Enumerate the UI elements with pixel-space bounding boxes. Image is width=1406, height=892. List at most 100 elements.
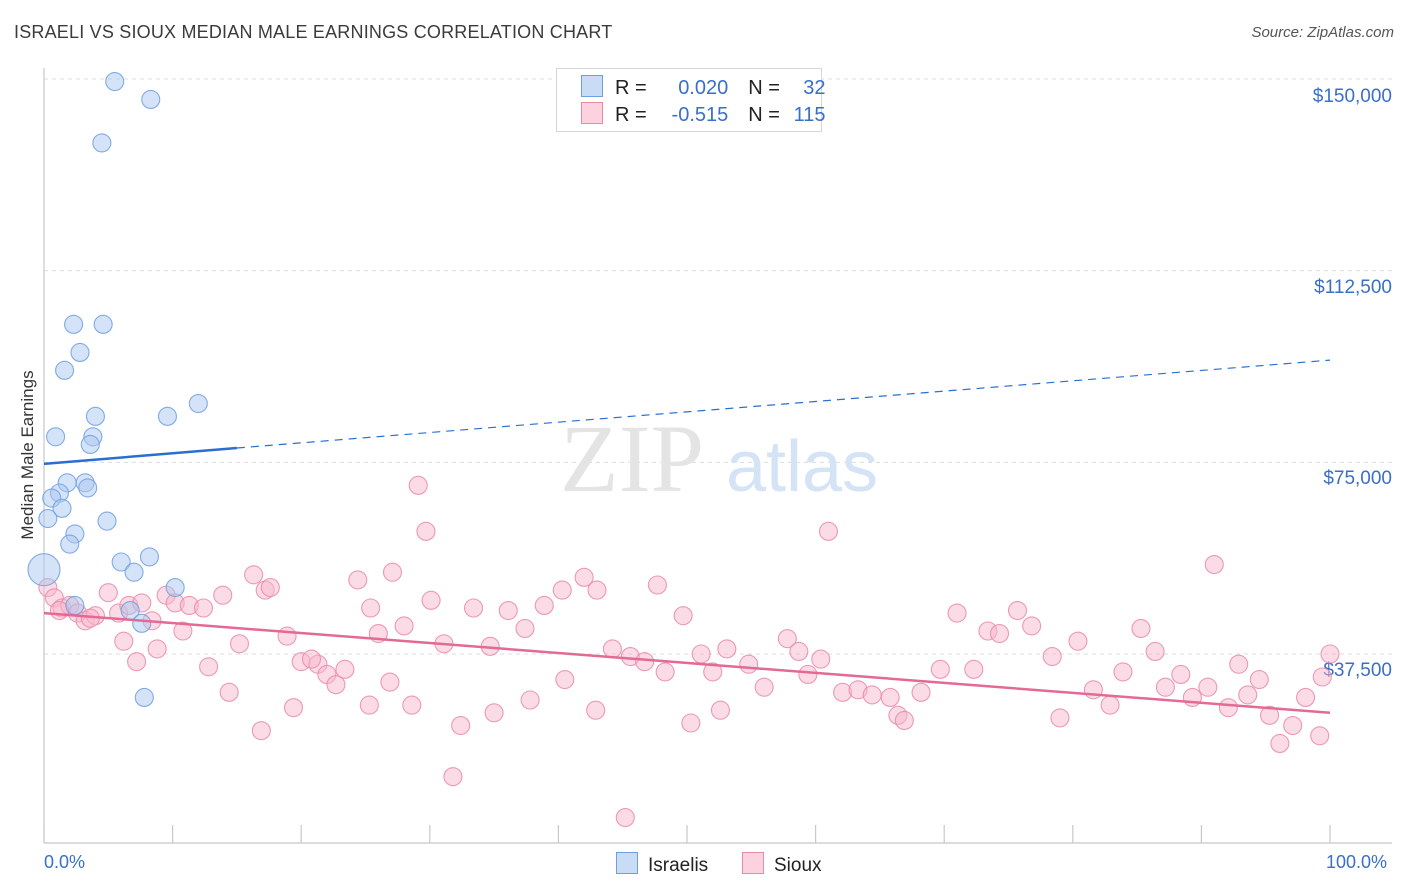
sioux-point <box>1238 685 1258 705</box>
israelis-points <box>27 72 208 707</box>
sioux-point <box>335 659 355 679</box>
sioux-point <box>147 639 167 659</box>
sioux-point <box>818 521 839 541</box>
y-tick-label-75000: $75,000 <box>1323 468 1392 489</box>
israelis-point <box>78 478 98 498</box>
sioux-point <box>1042 647 1062 667</box>
sioux-points <box>38 475 1340 828</box>
israelis-trend-line <box>43 446 238 466</box>
sioux-point <box>520 690 540 710</box>
sioux-point <box>359 695 379 715</box>
sioux-point <box>1204 555 1224 575</box>
israelis-point <box>80 434 100 454</box>
sioux-point <box>382 562 403 582</box>
sioux-point <box>1068 631 1088 651</box>
sioux-point <box>635 652 655 672</box>
sioux-point <box>1050 708 1070 728</box>
sioux-point <box>552 580 572 600</box>
sioux-point <box>498 601 518 621</box>
y-tick-label-37500: $37,500 <box>1323 660 1392 681</box>
sioux-point <box>361 598 381 618</box>
sioux-point <box>380 672 400 692</box>
source-label: Source: ZipAtlas.com <box>1251 24 1394 41</box>
sioux-point <box>1007 601 1028 621</box>
legend-row-sioux: R = -0.515 N = 115 <box>581 102 826 127</box>
sioux-point <box>1113 662 1133 682</box>
sioux-point <box>1145 641 1165 661</box>
israelis-point <box>46 427 66 447</box>
legend-n-label-sioux: N = <box>748 104 786 126</box>
sioux-point <box>811 649 831 669</box>
sioux-point <box>260 578 280 598</box>
sioux-point <box>739 654 759 674</box>
sioux-point <box>681 713 701 733</box>
sioux-point <box>127 652 147 672</box>
trend-lines <box>43 359 1331 715</box>
israelis-point <box>92 133 112 153</box>
sioux-point <box>1296 687 1316 707</box>
bottom-legend-sioux: Sioux <box>742 852 822 877</box>
sioux-point <box>615 808 635 828</box>
legend-swatch-sioux <box>581 102 603 124</box>
sioux-point <box>777 629 797 649</box>
sioux-point <box>930 659 950 679</box>
sioux-point <box>1100 695 1120 715</box>
sioux-point <box>451 716 471 736</box>
sioux-point <box>964 659 984 679</box>
y-tick-label-150000: $150,000 <box>1312 86 1392 107</box>
bottom-legend-label-sioux: Sioux <box>774 855 822 876</box>
sioux-point <box>244 565 264 585</box>
sioux-point <box>1229 654 1249 674</box>
watermark-atlas: atlas <box>726 427 878 507</box>
sioux-trend-line <box>43 611 1331 715</box>
israelis-point <box>132 613 152 633</box>
israelis-point <box>111 552 131 572</box>
sioux-point <box>402 695 422 715</box>
sioux-point <box>862 685 882 705</box>
sioux-point <box>229 634 250 654</box>
israelis-point <box>85 406 105 426</box>
bottom-legend-label-israelis: Israelis <box>648 855 709 876</box>
legend-r-label-sioux: R = <box>615 104 653 126</box>
chart-title: ISRAELI VS SIOUX MEDIAN MALE EARNINGS CO… <box>14 22 613 42</box>
sioux-point <box>421 590 441 610</box>
sioux-point <box>1260 705 1280 725</box>
israelis-point <box>64 314 84 334</box>
sioux-point <box>586 700 606 720</box>
israelis-point <box>70 342 90 362</box>
correlation-legend: R = 0.020 N = 32 R = -0.515 N = 115 <box>556 68 826 132</box>
israelis-point <box>93 314 113 334</box>
sioux-point <box>213 585 233 605</box>
legend-n-value-israelis: 32 <box>803 77 826 99</box>
sioux-point <box>655 662 675 682</box>
sioux-point <box>880 687 900 707</box>
sioux-point <box>602 639 622 659</box>
legend-row-israelis: R = 0.020 N = 32 <box>581 75 826 100</box>
sioux-point <box>301 649 322 669</box>
sioux-point <box>484 703 504 723</box>
legend-n-value-sioux: 115 <box>793 104 826 126</box>
israelis-point <box>38 509 58 529</box>
sioux-point <box>691 644 711 664</box>
sioux-point <box>717 639 737 659</box>
sioux-point <box>326 675 346 695</box>
israelis-point <box>188 394 208 414</box>
israelis-point <box>165 578 185 598</box>
sioux-point <box>894 710 914 730</box>
sioux-point <box>1283 716 1303 736</box>
sioux-point <box>947 603 967 623</box>
israelis-point <box>134 687 154 707</box>
sioux-point <box>647 575 667 595</box>
israelis-point <box>65 595 85 615</box>
sioux-point <box>574 567 594 587</box>
bottom-swatch-sioux <box>742 852 764 874</box>
sioux-point <box>277 626 297 646</box>
bottom-swatch-israelis <box>616 852 638 874</box>
sioux-point <box>463 598 484 618</box>
israelis-point <box>52 498 72 518</box>
sioux-point <box>219 682 239 702</box>
x-tick-label-min: 0.0% <box>44 852 86 872</box>
sioux-point <box>408 475 428 495</box>
watermark-zip: ZIP <box>560 405 704 512</box>
sioux-point <box>193 598 214 618</box>
